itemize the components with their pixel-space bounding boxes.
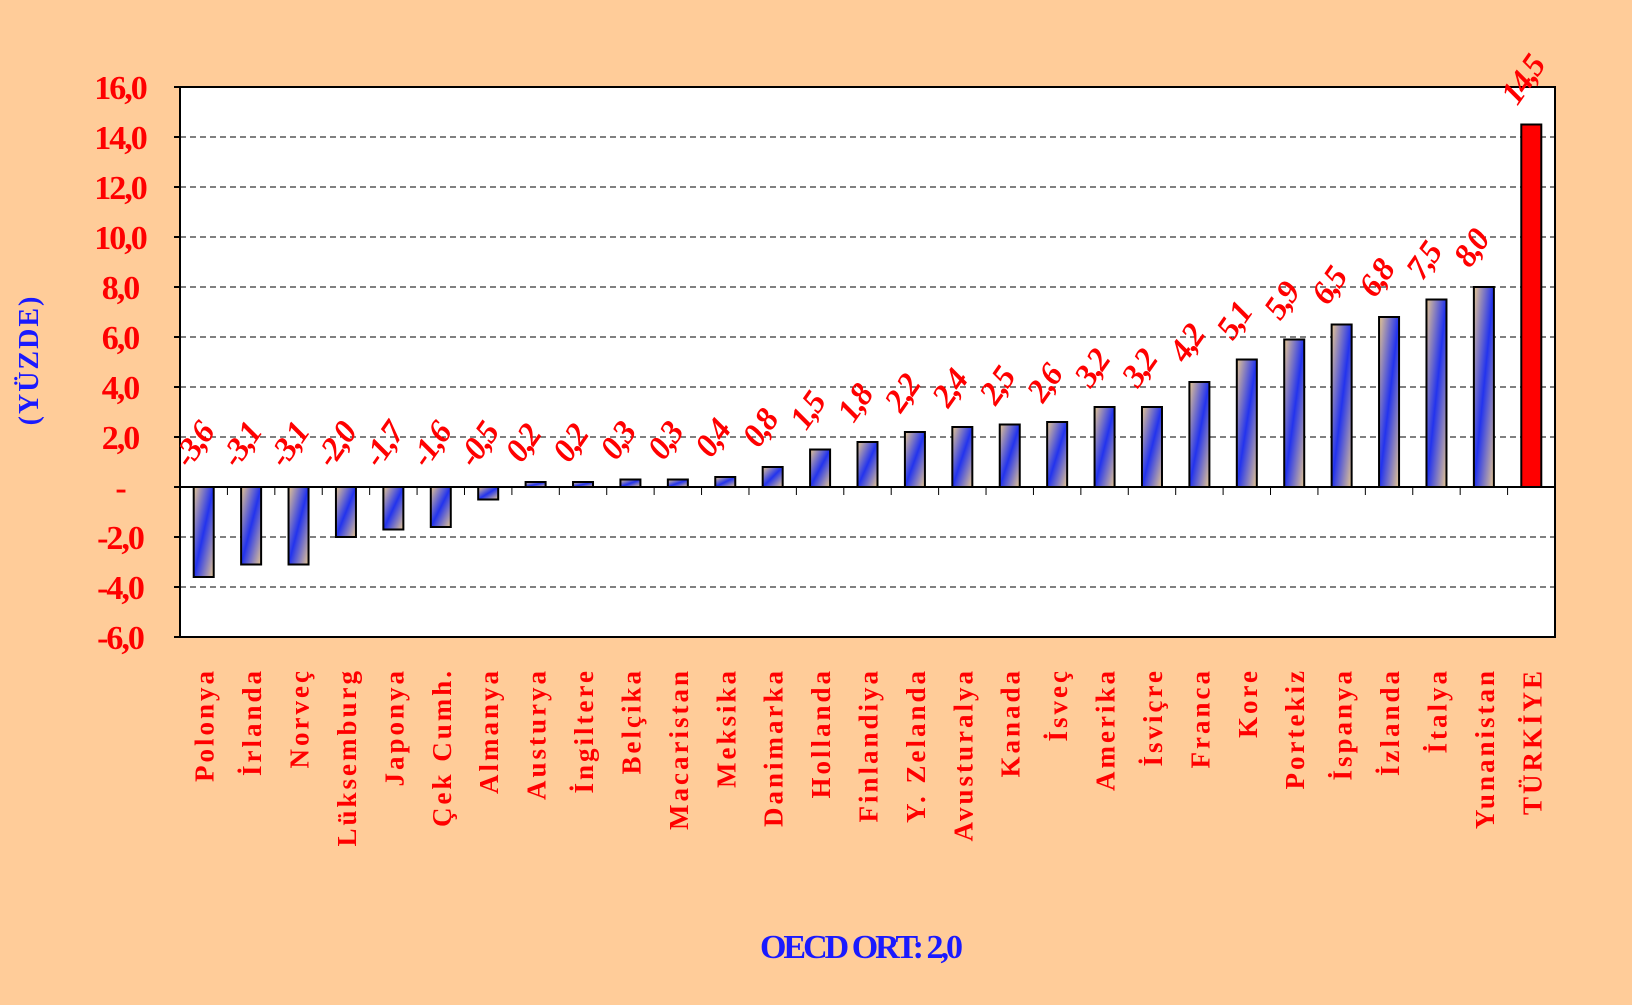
- y-tick-label: 14,0: [94, 120, 147, 157]
- x-tick-label: Austurya: [522, 668, 552, 800]
- bar: [1330, 323, 1353, 488]
- bar: [382, 486, 405, 531]
- bar: [1425, 298, 1448, 488]
- bar: [1520, 123, 1543, 488]
- x-tick-label: İsviçre: [1138, 668, 1168, 766]
- y-tick-label: -4,0: [97, 570, 144, 607]
- x-tick-label: TÜRKİYE: [1517, 668, 1547, 815]
- bar: [524, 481, 547, 488]
- bar: [572, 481, 595, 488]
- y-axis-label: (YÜZDE): [14, 295, 45, 426]
- x-tick-label: İzlanda: [1375, 668, 1405, 776]
- x-tick-label: Amerika: [1091, 668, 1121, 791]
- bar: [998, 423, 1021, 488]
- x-tick-label: Kanada: [996, 668, 1026, 778]
- bar: [192, 486, 215, 578]
- bar: [1283, 338, 1306, 488]
- bar: [1188, 381, 1211, 488]
- bar: [1140, 406, 1163, 488]
- bar: [1378, 316, 1401, 488]
- y-tick-label: 10,0: [94, 220, 147, 257]
- bar: [856, 441, 879, 488]
- bar: [761, 466, 784, 488]
- x-tick-label: Kore: [1233, 668, 1263, 738]
- x-tick-label: Finlandiya: [854, 668, 884, 823]
- x-tick-label: Belçika: [616, 668, 646, 775]
- x-tick-label: Y. Zelanda: [901, 668, 931, 823]
- bar: [666, 478, 689, 488]
- x-tick-label: Franca: [1185, 668, 1215, 768]
- bar: [619, 478, 642, 488]
- x-tick-label: Macaristan: [664, 668, 694, 830]
- y-tick-label: 16,0: [94, 70, 147, 107]
- x-tick-label: Avusturalya: [948, 668, 978, 842]
- y-tick-label: -2,0: [97, 520, 144, 557]
- bar: [240, 486, 263, 566]
- y-tick-label: 4,0: [102, 370, 140, 407]
- bar: [287, 486, 310, 566]
- bar: [809, 448, 832, 488]
- x-tick-label: Çek Cumh.: [427, 668, 457, 827]
- x-tick-label: Meksika: [711, 668, 741, 788]
- y-tick-label: 2,0: [102, 420, 140, 457]
- bar: [1046, 421, 1069, 488]
- x-tick-label: Yunanistan: [1470, 668, 1500, 829]
- bar: [951, 426, 974, 488]
- x-tick-label: İngiltere: [569, 668, 599, 793]
- x-tick-label: İsveç: [1043, 668, 1073, 741]
- bar: [334, 486, 357, 538]
- x-tick-label: Almanya: [474, 668, 504, 794]
- x-tick-label: Japonya: [379, 668, 409, 787]
- y-tick-label: -6,0: [97, 620, 144, 657]
- bar: [1235, 358, 1258, 488]
- x-tick-label: Danimarka: [759, 668, 789, 827]
- y-tick-label: -: [115, 470, 126, 507]
- x-tick-label: İrlanda: [237, 668, 267, 776]
- x-tick-label: İtalya: [1422, 668, 1452, 754]
- bar: [477, 486, 500, 501]
- y-tick-label: 8,0: [102, 270, 140, 307]
- bar: [714, 476, 737, 488]
- x-tick-label: Hollanda: [806, 668, 836, 799]
- y-tick-label: 12,0: [94, 170, 147, 207]
- annotation: OECD ORT: 2,0: [760, 929, 962, 966]
- x-tick-label: Norveç: [285, 668, 315, 768]
- y-tick-label: 6,0: [102, 320, 140, 357]
- bar: [1093, 406, 1116, 488]
- bar: [1472, 286, 1495, 488]
- x-tick-label: Lüksemburg: [332, 668, 362, 847]
- x-tick-label: Portekiz: [1280, 668, 1310, 789]
- bar: [903, 431, 926, 488]
- bar: [429, 486, 452, 528]
- x-tick-label: Polonya: [190, 668, 220, 782]
- x-tick-label: İspanya: [1328, 668, 1358, 781]
- plot-area: [179, 86, 1556, 638]
